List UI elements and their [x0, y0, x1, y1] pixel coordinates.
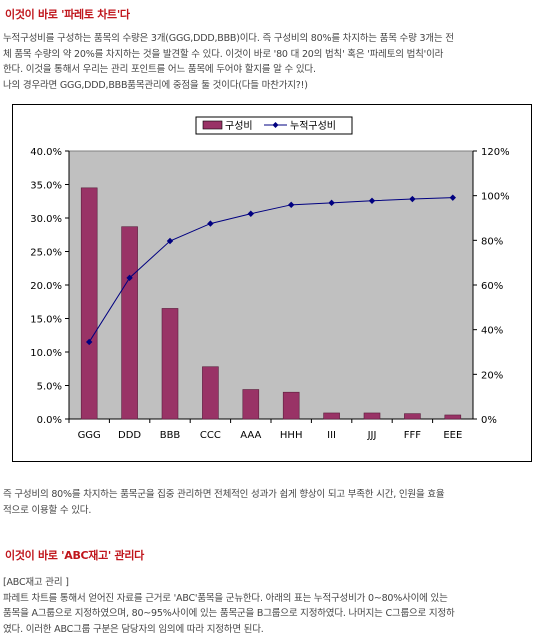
legend-label-bar: 구성비 — [225, 120, 253, 132]
text-line: 한다. 이것을 통해서 우리는 관리 포인트를 어느 품목에 두어야 할지를 알… — [3, 64, 316, 76]
bar-ggg — [80, 187, 98, 420]
cumulative-point-aaa — [247, 210, 254, 217]
text-line: 체 품목 수량의 약 20%를 차지하는 것을 발견할 수 있다. 이것이 바로… — [3, 48, 444, 60]
intro-paragraph: 누적구성비를 구성하는 품목의 수량은 3개(GGG,DDD,BBB)이다. 즉… — [3, 31, 539, 93]
text-line: 나의 경우라면 GGG,DDD,BBB품목관리에 중점을 둘 것이다(다들 마찬… — [3, 79, 308, 91]
section-title-abc: 이것이 바로 'ABC재고' 관리다 — [5, 549, 144, 562]
section-title-pareto: 이것이 바로 '파레토 차트'다 — [5, 8, 130, 21]
right-tick-label: 120% — [481, 147, 510, 158]
right-tick-label: 80% — [481, 236, 503, 247]
bar-fff — [404, 413, 421, 420]
bar-jjj — [363, 412, 381, 420]
bar-bbb — [161, 308, 179, 420]
left-tick-label: 10.0% — [30, 348, 62, 359]
text-line: 였다. 이러한 ABC그룹 구분은 담당자의 임의에 따라 지정하면 된다. — [3, 623, 264, 635]
text-line: [ABC재고 관리 ] — [3, 577, 69, 588]
left-tick-label: 0.0% — [37, 415, 62, 426]
left-tick-label: 40.0% — [30, 147, 62, 158]
right-tick-label: 20% — [481, 370, 503, 381]
category-label: DDD — [118, 430, 141, 441]
left-tick-label: 30.0% — [30, 214, 62, 225]
cumulative-point-ddd — [126, 274, 133, 282]
text-line: 품목을 A그룹으로 지정하였으며, 80~95%사이에 있는 품목군을 B그룹으… — [3, 608, 455, 620]
left-tick-label: 20.0% — [30, 281, 62, 292]
legend-label-line: 누적구성비 — [290, 120, 336, 132]
cumulative-point-fff — [409, 195, 416, 203]
category-label: III — [327, 430, 336, 441]
summary-paragraph: 즉 구성비의 80%를 차지하는 품목군을 집중 관리하면 전체적인 성과가 쉽… — [3, 487, 539, 518]
category-label: HHH — [280, 430, 303, 441]
text-line: 파레트 차트를 통해서 얻어진 자료를 근거로 'ABC'품목을 군뉴한다. 아… — [3, 592, 448, 604]
bar-iii — [323, 412, 340, 420]
right-tick-label: 100% — [481, 192, 510, 203]
bar-hhh — [282, 391, 300, 420]
bar-aaa — [242, 389, 260, 420]
category-label: CCC — [200, 430, 221, 441]
bar-ddd — [121, 226, 138, 420]
cumulative-point-bbb — [166, 237, 174, 245]
right-tick-label: 40% — [481, 326, 503, 337]
cumulative-point-iii — [328, 199, 335, 207]
legend-marker — [272, 122, 279, 128]
cumulative-point-jjj — [368, 197, 376, 205]
category-label: EEE — [443, 430, 462, 441]
category-label: GGG — [78, 430, 101, 441]
category-label: AAA — [240, 430, 261, 441]
pareto-chart: 구성비 누적구성비 0.0% 5.0% 10.0% 15.0% 20.0% 25.0% 30… — [12, 104, 532, 462]
left-tick-label: 35.0% — [30, 181, 62, 192]
text-line: 즉 구성비의 80%를 차지하는 품목군을 집중 관리하면 전체적인 성과가 쉽… — [3, 489, 445, 500]
cumulative-line — [88, 197, 453, 343]
left-tick-label: 25.0% — [30, 248, 62, 259]
left-tick-label: 15.0% — [30, 315, 62, 326]
bar-eee — [444, 414, 462, 420]
abc-paragraph: [ABC재고 관리 ] 파레트 차트를 통해서 얻어진 자료를 근거로 'ABC… — [3, 575, 539, 637]
bar-ccc — [202, 366, 219, 420]
category-label: FFF — [404, 430, 422, 441]
legend: 구성비 누적구성비 — [195, 116, 353, 135]
left-tick-label: 5.0% — [37, 382, 62, 393]
right-tick-label: 60% — [481, 281, 503, 292]
category-label: BBB — [160, 430, 181, 441]
right-tick-label: 0% — [481, 415, 497, 426]
legend-swatch-bar — [202, 120, 223, 130]
cumulative-point-ccc — [207, 220, 214, 227]
cumulative-point-ggg — [86, 338, 93, 346]
category-label: JJJ — [367, 430, 377, 441]
text-line: 누적구성비를 구성하는 품목의 수량은 3개(GGG,DDD,BBB)이다. 즉… — [3, 33, 454, 44]
text-line: 적으로 이용할 수 있다. — [3, 504, 92, 516]
